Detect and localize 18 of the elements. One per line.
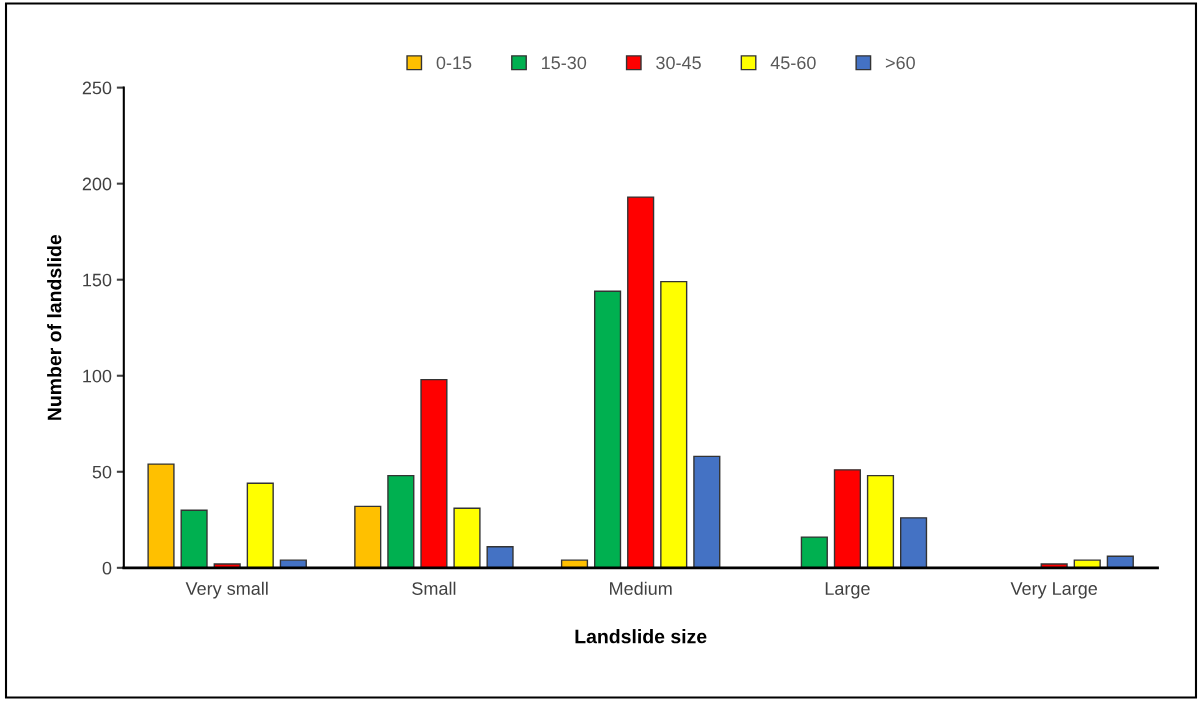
y-tick-label: 100 [83,369,112,383]
y-tick-label: 0 [102,561,112,575]
legend-label: >60 [885,56,915,70]
legend-label: 15-30 [542,56,587,70]
y-tick-label: 250 [82,81,112,95]
legend-label: 45-60 [770,56,816,70]
x-axis-title: Landslide size [575,629,707,644]
x-tick-label: Small [412,581,456,595]
x-tick-label: Very Large [1010,582,1098,599]
legend-label: 0-15 [436,56,472,70]
x-tick-label: Very small [185,581,268,599]
legend-label: 30-45 [656,56,701,70]
x-tick-label: Large [825,582,870,599]
x-tick-label: Medium [610,581,672,595]
y-tick-label: 50 [92,465,112,479]
y-tick-label: 150 [83,273,112,287]
y-axis-title: Number of landslide [47,234,62,420]
y-tick-label: 200 [82,177,112,191]
